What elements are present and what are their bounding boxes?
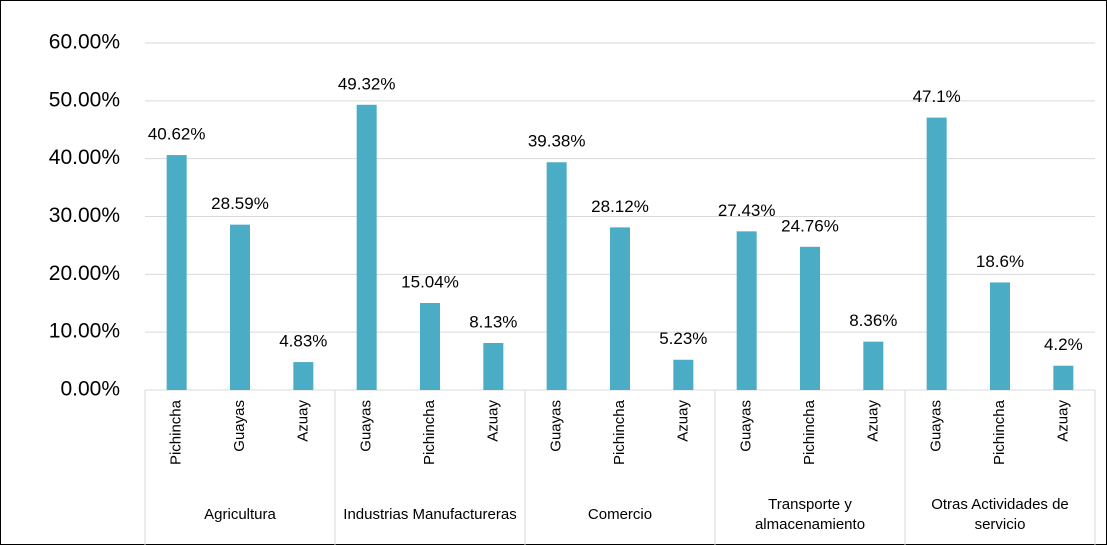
y-tick-label: 10.00% bbox=[49, 320, 120, 343]
data-label: 28.12% bbox=[591, 197, 649, 216]
data-label: 39.38% bbox=[528, 132, 586, 151]
bar bbox=[420, 303, 440, 390]
group-label: Transporte y almacenamiento bbox=[754, 496, 866, 533]
group-label: Otras Actividades de servicio bbox=[931, 496, 1069, 533]
x-tick-label: Pichincha bbox=[611, 399, 628, 465]
group-label: Industrias Manufactureras bbox=[343, 506, 517, 523]
x-tick-label: Azuay bbox=[484, 400, 501, 442]
x-tick-label: Guayas bbox=[231, 400, 248, 452]
data-label: 49.32% bbox=[338, 74, 396, 93]
y-tick-label: 20.00% bbox=[49, 262, 120, 285]
x-tick-label: Guayas bbox=[358, 400, 375, 452]
data-label: 4.83% bbox=[279, 332, 327, 351]
data-label: 4.2% bbox=[1044, 335, 1083, 354]
x-tick-label: Guayas bbox=[738, 400, 755, 452]
x-tick-label: Pichincha bbox=[801, 399, 818, 465]
x-tick-label: Pichincha bbox=[421, 399, 438, 465]
y-tick-label: 0.00% bbox=[60, 378, 120, 401]
bar bbox=[230, 224, 250, 390]
y-tick-label: 30.00% bbox=[49, 204, 120, 227]
bar bbox=[736, 231, 757, 390]
bar bbox=[610, 227, 630, 390]
bar bbox=[546, 162, 567, 390]
bar bbox=[673, 359, 694, 390]
bar bbox=[1053, 365, 1074, 390]
data-label: 47.1% bbox=[913, 87, 961, 106]
x-tick-label: Azuay bbox=[864, 400, 881, 442]
data-label: 15.04% bbox=[401, 273, 459, 292]
bar bbox=[356, 104, 377, 391]
data-label: 40.62% bbox=[148, 125, 206, 144]
data-label: 18.6% bbox=[976, 252, 1024, 271]
x-tick-label: Guayas bbox=[928, 400, 945, 452]
data-label: 28.59% bbox=[211, 194, 269, 213]
data-label: 8.13% bbox=[469, 312, 517, 331]
bar bbox=[926, 117, 947, 390]
x-tick-label: Azuay bbox=[1054, 400, 1071, 442]
bar bbox=[483, 342, 504, 390]
x-tick-label: Azuay bbox=[674, 400, 691, 442]
bar bbox=[800, 246, 820, 390]
group-label: Agricultura bbox=[204, 506, 276, 523]
data-label: 5.23% bbox=[659, 329, 707, 348]
data-label: 24.76% bbox=[781, 216, 839, 235]
group-label: Comercio bbox=[587, 506, 653, 523]
data-label: 27.43% bbox=[718, 201, 776, 220]
bar bbox=[293, 362, 314, 390]
x-tick-label: Azuay bbox=[294, 400, 311, 442]
y-tick-label: 40.00% bbox=[49, 146, 120, 169]
bar bbox=[166, 155, 187, 390]
x-tick-label: Guayas bbox=[548, 400, 565, 452]
bar bbox=[863, 341, 884, 390]
y-tick-label: 50.00% bbox=[49, 88, 120, 111]
bar bbox=[990, 282, 1010, 390]
y-tick-label: 60.00% bbox=[49, 31, 120, 54]
x-tick-label: Pichincha bbox=[991, 399, 1008, 465]
x-tick-label: Pichincha bbox=[168, 399, 185, 465]
data-label: 8.36% bbox=[849, 311, 897, 330]
